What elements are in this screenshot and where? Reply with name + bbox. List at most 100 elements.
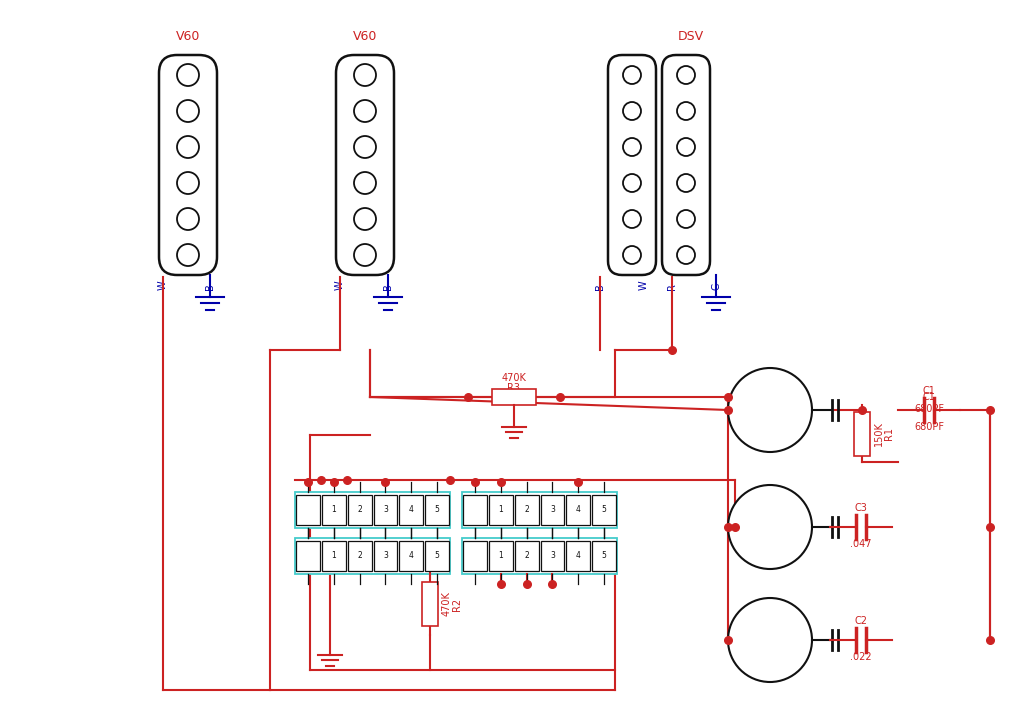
Circle shape [177,244,199,266]
Point [493,578,509,590]
Text: 1: 1 [332,505,336,515]
Point [300,476,316,488]
Bar [515,541,539,571]
Circle shape [677,246,695,264]
Bar [322,495,346,525]
Bar [592,541,616,571]
Point [982,634,998,646]
FancyBboxPatch shape [159,55,217,275]
Text: 3: 3 [550,552,555,561]
Bar [515,495,539,525]
Point [552,391,568,403]
Text: C2: C2 [854,616,867,626]
Point [982,404,998,416]
Text: 3: 3 [383,505,388,515]
Circle shape [728,598,812,682]
Bar [541,495,564,525]
Bar [296,495,319,525]
Bar [348,541,372,571]
Bar [322,541,346,571]
Bar [566,541,590,571]
Text: V60: V60 [353,30,377,43]
Point [854,404,870,416]
Circle shape [177,172,199,194]
Circle shape [623,138,641,156]
Circle shape [354,136,376,158]
Point [312,474,329,486]
Bar [462,492,617,528]
Text: W: W [335,281,345,290]
Bar [425,541,449,571]
Bar [462,538,617,574]
Bar [463,495,486,525]
Bar [295,492,450,528]
Point [467,476,483,488]
Circle shape [177,208,199,230]
Text: 5: 5 [434,552,439,561]
Bar [541,541,564,571]
Bar [295,538,450,574]
Text: 680PF: 680PF [914,422,944,432]
Text: 3: 3 [550,505,555,515]
Circle shape [354,208,376,230]
Point [326,476,342,488]
Text: .022: .022 [850,652,871,662]
Text: 3: 3 [383,552,388,561]
Circle shape [677,138,695,156]
Text: B: B [595,284,605,290]
Circle shape [623,210,641,228]
Bar [399,495,423,525]
Text: 1: 1 [332,552,336,561]
Bar [566,495,590,525]
FancyBboxPatch shape [662,55,710,275]
Text: G: G [711,283,721,290]
Point [720,634,736,646]
Bar [296,541,319,571]
Circle shape [623,66,641,84]
Circle shape [677,174,695,192]
Text: 4: 4 [409,505,414,515]
Text: 5: 5 [602,552,606,561]
Point [460,391,476,403]
Circle shape [623,174,641,192]
Circle shape [677,66,695,84]
Bar [422,582,438,626]
Circle shape [677,210,695,228]
Text: C3: C3 [855,503,867,513]
Bar [488,495,513,525]
Text: 150K: 150K [874,421,884,446]
Text: 1: 1 [499,552,503,561]
Text: 4: 4 [409,552,414,561]
Text: 500k: 500k [757,635,783,645]
Text: R1: R1 [884,427,894,440]
Text: 4: 4 [575,505,581,515]
Bar [488,541,513,571]
Point [493,476,509,488]
Bar [492,389,536,405]
Text: DSV: DSV [678,30,705,43]
Text: 5: 5 [602,505,606,515]
Bar [399,541,423,571]
Text: .047: .047 [850,539,871,549]
Point [339,474,355,486]
Point [664,344,680,356]
Text: 2: 2 [357,505,361,515]
FancyBboxPatch shape [336,55,394,275]
Point [982,521,998,533]
Point [570,476,587,488]
Text: 470K: 470K [442,592,452,616]
Text: 4: 4 [575,552,581,561]
Text: B: B [205,284,215,290]
Text: R3: R3 [508,383,520,393]
FancyBboxPatch shape [608,55,656,275]
Text: 250k: 250k [756,522,783,532]
Text: 2: 2 [524,505,529,515]
Point [377,476,393,488]
Text: R2: R2 [452,598,462,611]
Bar [374,495,397,525]
Text: 5: 5 [434,505,439,515]
Text: 2: 2 [357,552,361,561]
Circle shape [354,172,376,194]
Circle shape [177,64,199,86]
Text: W: W [158,281,168,290]
